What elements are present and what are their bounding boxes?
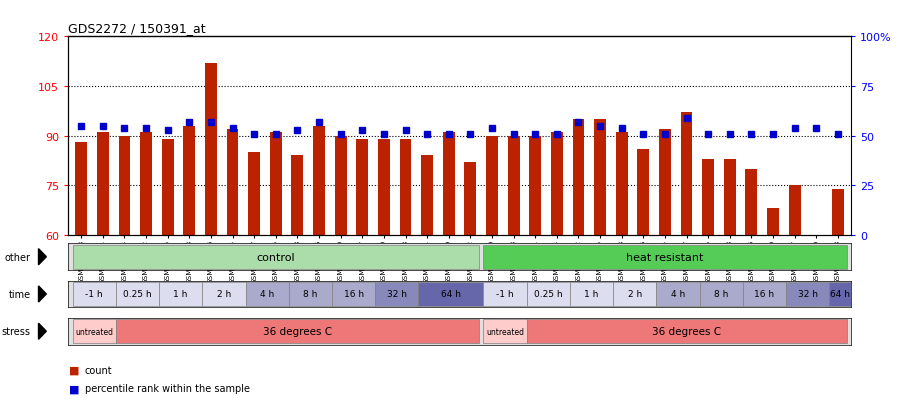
Text: other: other [5, 252, 31, 262]
Bar [527, 319, 846, 344]
Bar [357, 140, 369, 235]
Bar [483, 282, 527, 306]
Bar [140, 133, 152, 235]
Text: heat resistant: heat resistant [626, 252, 703, 262]
Text: 36 degrees C: 36 degrees C [652, 326, 721, 337]
Text: time: time [8, 289, 31, 299]
Text: 64 h: 64 h [441, 290, 460, 299]
Text: 2 h: 2 h [628, 290, 642, 299]
Bar [246, 282, 288, 306]
Bar [291, 156, 303, 235]
Bar [613, 282, 656, 306]
Text: 0.25 h: 0.25 h [123, 290, 152, 299]
Bar [703, 159, 714, 235]
Text: untreated: untreated [76, 327, 113, 336]
Bar [594, 120, 606, 235]
Text: 8 h: 8 h [303, 290, 318, 299]
Text: control: control [257, 252, 295, 262]
Text: 0.25 h: 0.25 h [534, 290, 562, 299]
Polygon shape [38, 249, 46, 265]
Text: 4 h: 4 h [260, 290, 274, 299]
Bar [810, 235, 823, 268]
Bar [96, 133, 109, 235]
Bar [73, 245, 479, 269]
Bar [659, 130, 671, 235]
Bar [421, 156, 433, 235]
Bar [248, 153, 260, 235]
Bar [162, 140, 174, 235]
Text: 36 degrees C: 36 degrees C [263, 326, 332, 337]
Bar [159, 282, 202, 306]
Bar [313, 126, 325, 235]
Text: GDS2272 / 150391_at: GDS2272 / 150391_at [68, 21, 206, 35]
Bar [656, 282, 700, 306]
Bar [745, 169, 757, 235]
Bar [570, 282, 613, 306]
Bar [616, 133, 628, 235]
Bar [789, 186, 801, 235]
Bar [118, 136, 130, 235]
Bar [288, 282, 332, 306]
Bar [464, 163, 476, 235]
Bar [205, 64, 217, 235]
Bar [73, 319, 116, 344]
Bar [375, 282, 419, 306]
Text: 2 h: 2 h [217, 290, 231, 299]
Bar [832, 189, 844, 235]
Bar [332, 282, 375, 306]
Text: 64 h: 64 h [830, 290, 850, 299]
Text: 32 h: 32 h [387, 290, 407, 299]
Bar [551, 133, 562, 235]
Bar [723, 159, 735, 235]
Text: 1 h: 1 h [584, 290, 599, 299]
Text: -1 h: -1 h [86, 290, 103, 299]
Bar [116, 319, 479, 344]
Text: ■: ■ [69, 365, 80, 375]
Bar [508, 136, 520, 235]
Bar [681, 113, 693, 235]
Bar [202, 282, 246, 306]
Bar [483, 245, 846, 269]
Bar [767, 209, 779, 235]
Text: ■: ■ [69, 383, 80, 393]
Bar [829, 282, 851, 306]
Bar [419, 282, 483, 306]
Bar [530, 136, 541, 235]
Bar [227, 130, 238, 235]
Text: untreated: untreated [486, 327, 524, 336]
Bar [270, 133, 282, 235]
Text: -1 h: -1 h [496, 290, 514, 299]
Bar [700, 282, 743, 306]
Bar [743, 282, 786, 306]
Text: 16 h: 16 h [344, 290, 364, 299]
Text: stress: stress [2, 326, 31, 337]
Bar [399, 140, 411, 235]
Bar [786, 282, 829, 306]
Text: 4 h: 4 h [671, 290, 685, 299]
Text: 1 h: 1 h [174, 290, 187, 299]
Text: 16 h: 16 h [754, 290, 774, 299]
Text: percentile rank within the sample: percentile rank within the sample [85, 383, 249, 393]
Text: count: count [85, 365, 112, 375]
Bar [76, 143, 87, 235]
Bar [527, 282, 570, 306]
Bar [116, 282, 159, 306]
Text: 8 h: 8 h [714, 290, 728, 299]
Bar [486, 136, 498, 235]
Text: 32 h: 32 h [797, 290, 817, 299]
Polygon shape [38, 323, 46, 339]
Bar [73, 282, 116, 306]
Bar [572, 120, 584, 235]
Bar [443, 133, 455, 235]
Polygon shape [38, 286, 46, 302]
Bar [335, 136, 347, 235]
Bar [483, 319, 527, 344]
Bar [637, 150, 649, 235]
Bar [378, 140, 389, 235]
Bar [184, 126, 196, 235]
